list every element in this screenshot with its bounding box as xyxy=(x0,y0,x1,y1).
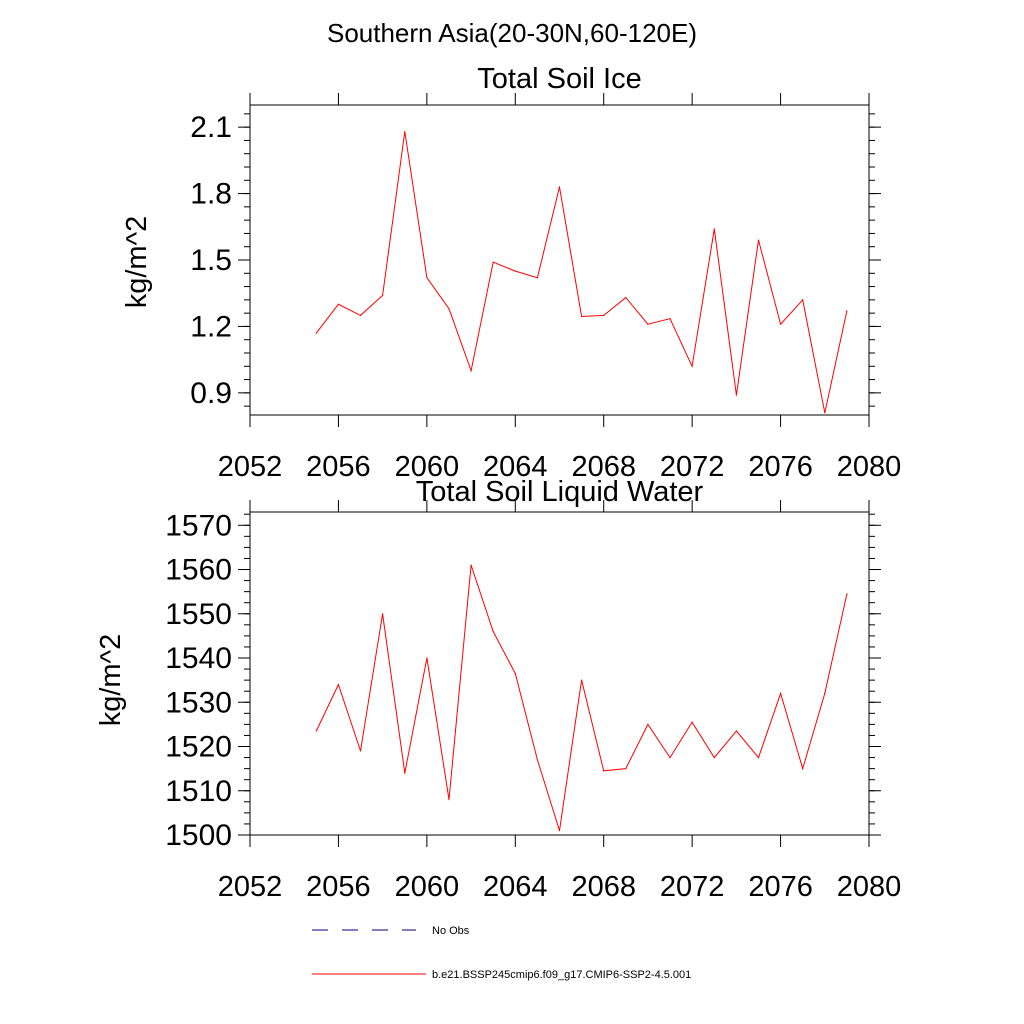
x-tick-label: 2056 xyxy=(306,451,371,483)
data-point xyxy=(713,757,715,759)
data-point xyxy=(359,314,362,316)
data-point xyxy=(426,277,428,279)
data-point xyxy=(780,692,782,695)
x-tick-label: 2056 xyxy=(306,871,371,903)
x-tick-label: 2064 xyxy=(483,871,548,903)
y-tick-label: 1.2 xyxy=(190,310,232,343)
data-point xyxy=(669,757,671,759)
y-tick-label: 1510 xyxy=(165,775,232,808)
data-point xyxy=(802,299,804,301)
data-point xyxy=(426,657,428,659)
data-point xyxy=(824,412,826,414)
panel-total-soil-ice: Total Soil Ice kg/m^2 2052 2056 2060 2064 2068… xyxy=(121,63,901,483)
x-tick-label: 2072 xyxy=(660,871,725,903)
y-tick-label: 1550 xyxy=(165,598,232,631)
data-point xyxy=(625,768,627,770)
data-point xyxy=(448,799,450,801)
y-tick-label: 1.8 xyxy=(190,178,232,211)
data-point xyxy=(470,370,472,372)
series-line-model xyxy=(315,131,848,413)
data-point xyxy=(337,303,339,305)
data-point xyxy=(359,750,362,752)
suptitle: Southern Asia(20-30N,60-120E) xyxy=(327,18,697,48)
y-axis-label: kg/m^2 xyxy=(95,634,127,727)
data-point xyxy=(558,830,561,832)
data-point xyxy=(603,314,605,316)
legend-label-no-obs: No Obs xyxy=(432,925,470,937)
data-point xyxy=(757,239,760,241)
data-point xyxy=(647,323,649,325)
data-point xyxy=(558,186,561,188)
data-point xyxy=(735,730,738,732)
data-point xyxy=(382,613,384,615)
data-point xyxy=(603,770,605,772)
data-point xyxy=(470,564,472,566)
x-tick-label: 2080 xyxy=(837,451,902,483)
y-tick-label: 0.9 xyxy=(190,377,232,410)
data-point xyxy=(315,332,317,334)
data-point xyxy=(514,270,516,272)
chart-title: Total Soil Liquid Water xyxy=(416,476,704,508)
data-point xyxy=(735,394,738,396)
y-tick-label: 1500 xyxy=(165,819,232,852)
x-tick-label: 2052 xyxy=(218,451,283,483)
x-tick-label: 2068 xyxy=(571,871,636,903)
data-point xyxy=(492,630,494,633)
x-tick-label: 2072 xyxy=(660,451,725,483)
data-point xyxy=(691,721,693,723)
x-tick-label: 2052 xyxy=(218,871,283,903)
data-point xyxy=(492,261,494,263)
data-point xyxy=(315,730,317,732)
data-point xyxy=(448,308,450,310)
data-point xyxy=(780,323,782,325)
data-point xyxy=(625,297,627,299)
y-axis-label: kg/m^2 xyxy=(121,216,153,309)
data-point xyxy=(846,310,848,312)
x-tick-label: 2076 xyxy=(748,451,813,483)
legend: No Obs b.e21.BSSP245cmip6.f09_g17.CMIP6-… xyxy=(312,925,691,981)
y-tick-label: 1520 xyxy=(165,731,232,764)
x-tick-label: 2076 xyxy=(748,871,813,903)
data-point xyxy=(581,315,583,318)
y-tick-label: 1560 xyxy=(165,554,232,587)
data-point xyxy=(713,228,715,230)
data-point xyxy=(647,723,649,726)
plot-frame xyxy=(249,511,870,836)
y-tick-label: 2.1 xyxy=(190,111,232,144)
data-point xyxy=(514,672,516,675)
plot-frame xyxy=(249,104,870,416)
data-point xyxy=(404,772,406,774)
chart-title: Total Soil Ice xyxy=(477,63,641,95)
x-tick-label: 2060 xyxy=(395,451,460,483)
legend-label-model: b.e21.BSSP245cmip6.f09_g17.CMIP6-SSP2-4.… xyxy=(432,969,691,981)
panel-total-soil-liquid-water: Total Soil Liquid Water kg/m^2 2052 2056 206… xyxy=(95,476,901,903)
data-point xyxy=(581,679,583,681)
data-point xyxy=(757,757,760,759)
data-point xyxy=(536,277,539,279)
y-tick-label: 1570 xyxy=(165,509,232,542)
data-point xyxy=(404,131,406,133)
y-tick-label: 1.5 xyxy=(190,244,232,277)
data-point xyxy=(536,759,539,761)
x-tick-label: 2060 xyxy=(395,871,460,903)
data-point xyxy=(846,593,848,595)
data-point xyxy=(382,294,384,296)
y-tick-label: 1530 xyxy=(165,686,232,719)
x-tick-label: 2068 xyxy=(571,451,636,483)
data-point xyxy=(691,365,693,367)
data-point xyxy=(802,768,804,770)
x-tick-label: 2064 xyxy=(483,451,548,483)
data-point xyxy=(337,684,339,686)
y-tick-label: 1540 xyxy=(165,642,232,675)
data-point xyxy=(824,692,826,695)
data-point xyxy=(669,318,671,320)
series-line-model xyxy=(315,564,848,831)
x-tick-label: 2080 xyxy=(837,871,902,903)
